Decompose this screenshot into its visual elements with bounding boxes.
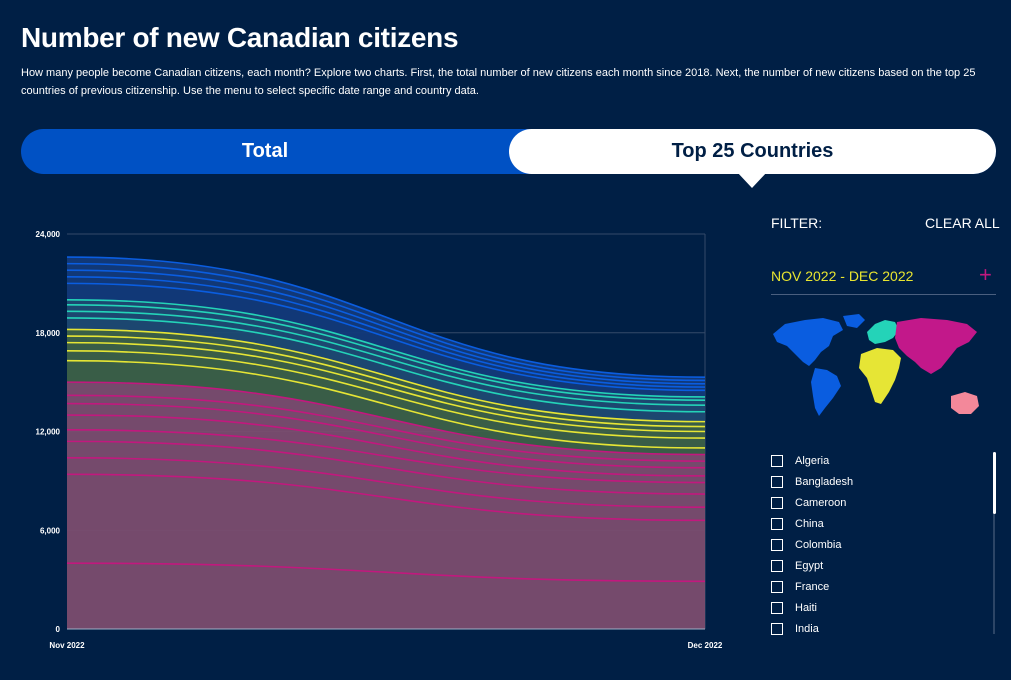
country-checkbox[interactable]: [771, 580, 783, 593]
country-checkbox[interactable]: [771, 454, 783, 467]
series-line[interactable]: [66, 394, 706, 462]
plus-icon[interactable]: +: [979, 262, 992, 287]
stacked-area-chart: 0 6,000 12,000 18,000 24,000 Nov 2022 Dec 2022: [36, 230, 723, 650]
country-item[interactable]: India: [771, 618, 986, 639]
series-line[interactable]: [66, 381, 706, 456]
series-line[interactable]: [66, 473, 706, 522]
country-item[interactable]: China: [771, 513, 986, 534]
series-line[interactable]: [66, 275, 706, 388]
series-line[interactable]: [66, 303, 706, 402]
country-name: Haiti: [795, 601, 818, 614]
scrollbar-track[interactable]: [993, 452, 995, 634]
series-line[interactable]: [66, 269, 706, 385]
series-line[interactable]: [66, 299, 706, 398]
country-list: Algeria Bangladesh Cameroon China Colombia Eg…: [771, 450, 986, 640]
y-tick-label: 6,000: [40, 526, 61, 535]
map-region-greenland[interactable]: [843, 314, 865, 328]
x-tick-label: Nov 2022: [49, 641, 85, 650]
country-checkbox[interactable]: [771, 538, 783, 551]
series-line[interactable]: [66, 317, 706, 413]
country-name: Algeria: [795, 454, 830, 467]
country-checkbox[interactable]: [771, 496, 783, 509]
series-line[interactable]: [66, 335, 706, 428]
series-line[interactable]: [66, 310, 706, 406]
world-map[interactable]: [771, 312, 981, 420]
series-line[interactable]: [66, 262, 706, 382]
country-checkbox[interactable]: [771, 601, 783, 614]
series-line[interactable]: [66, 562, 706, 583]
map-region-asia[interactable]: [895, 318, 977, 374]
area-fill-asia: [67, 382, 705, 629]
map-region-africa[interactable]: [859, 348, 901, 404]
country-checkbox[interactable]: [771, 517, 783, 530]
series-line[interactable]: [66, 414, 706, 477]
page-title: Number of new Canadian citizens: [21, 22, 459, 53]
country-checkbox[interactable]: [771, 475, 783, 488]
series-line[interactable]: [66, 328, 706, 423]
country-checkbox[interactable]: [771, 622, 783, 635]
country-name: Bangladesh: [795, 475, 854, 488]
tab-top-25-countries[interactable]: Top 25 Countries: [509, 129, 996, 174]
country-name: Cameroon: [795, 496, 847, 509]
page-subtitle: How many people become Canadian citizens…: [21, 67, 976, 97]
country-item[interactable]: France: [771, 576, 986, 597]
series-line[interactable]: [66, 359, 706, 449]
series-line[interactable]: [66, 429, 706, 484]
map-region-europe[interactable]: [867, 320, 899, 344]
series-line[interactable]: [66, 350, 706, 439]
area-fill-europe: [67, 299, 705, 422]
date-range-selector[interactable]: NOV 2022 - DEC 2022: [771, 268, 914, 284]
y-tick-label: 12,000: [36, 428, 61, 437]
country-name: India: [795, 622, 819, 635]
chart-tabs: Total Top 25 Countries: [21, 129, 996, 174]
country-item[interactable]: Egypt: [771, 555, 986, 576]
filter-label: FILTER:: [771, 215, 823, 231]
filter-divider: [771, 294, 996, 295]
map-region-south-america[interactable]: [811, 368, 841, 416]
country-item[interactable]: Haiti: [771, 597, 986, 618]
x-tick-label: Dec 2022: [688, 641, 723, 650]
series-line[interactable]: [66, 440, 706, 495]
active-tab-pointer: [737, 172, 767, 188]
country-checkbox[interactable]: [771, 559, 783, 572]
country-name: France: [795, 580, 830, 593]
country-name: Colombia: [795, 538, 842, 551]
series-line[interactable]: [66, 341, 706, 433]
y-tick-label: 0: [56, 625, 61, 634]
country-item[interactable]: Colombia: [771, 534, 986, 555]
tab-total[interactable]: Total: [241, 140, 289, 162]
series-line[interactable]: [66, 457, 706, 509]
country-item[interactable]: Algeria: [771, 450, 986, 471]
map-region-north-america[interactable]: [773, 318, 843, 366]
map-region-oceania[interactable]: [951, 392, 979, 414]
country-name: China: [795, 517, 824, 530]
y-tick-label: 24,000: [36, 230, 61, 239]
clear-all-button[interactable]: CLEAR ALL: [925, 215, 1000, 231]
y-tick-label: 18,000: [36, 329, 61, 338]
series-line[interactable]: [66, 282, 706, 392]
country-item[interactable]: Cameroon: [771, 492, 986, 513]
series-line[interactable]: [66, 402, 706, 469]
country-item[interactable]: Bangladesh: [771, 471, 986, 492]
country-name: Egypt: [795, 559, 824, 572]
series-line[interactable]: [66, 256, 706, 378]
scrollbar-thumb[interactable]: [993, 452, 996, 514]
